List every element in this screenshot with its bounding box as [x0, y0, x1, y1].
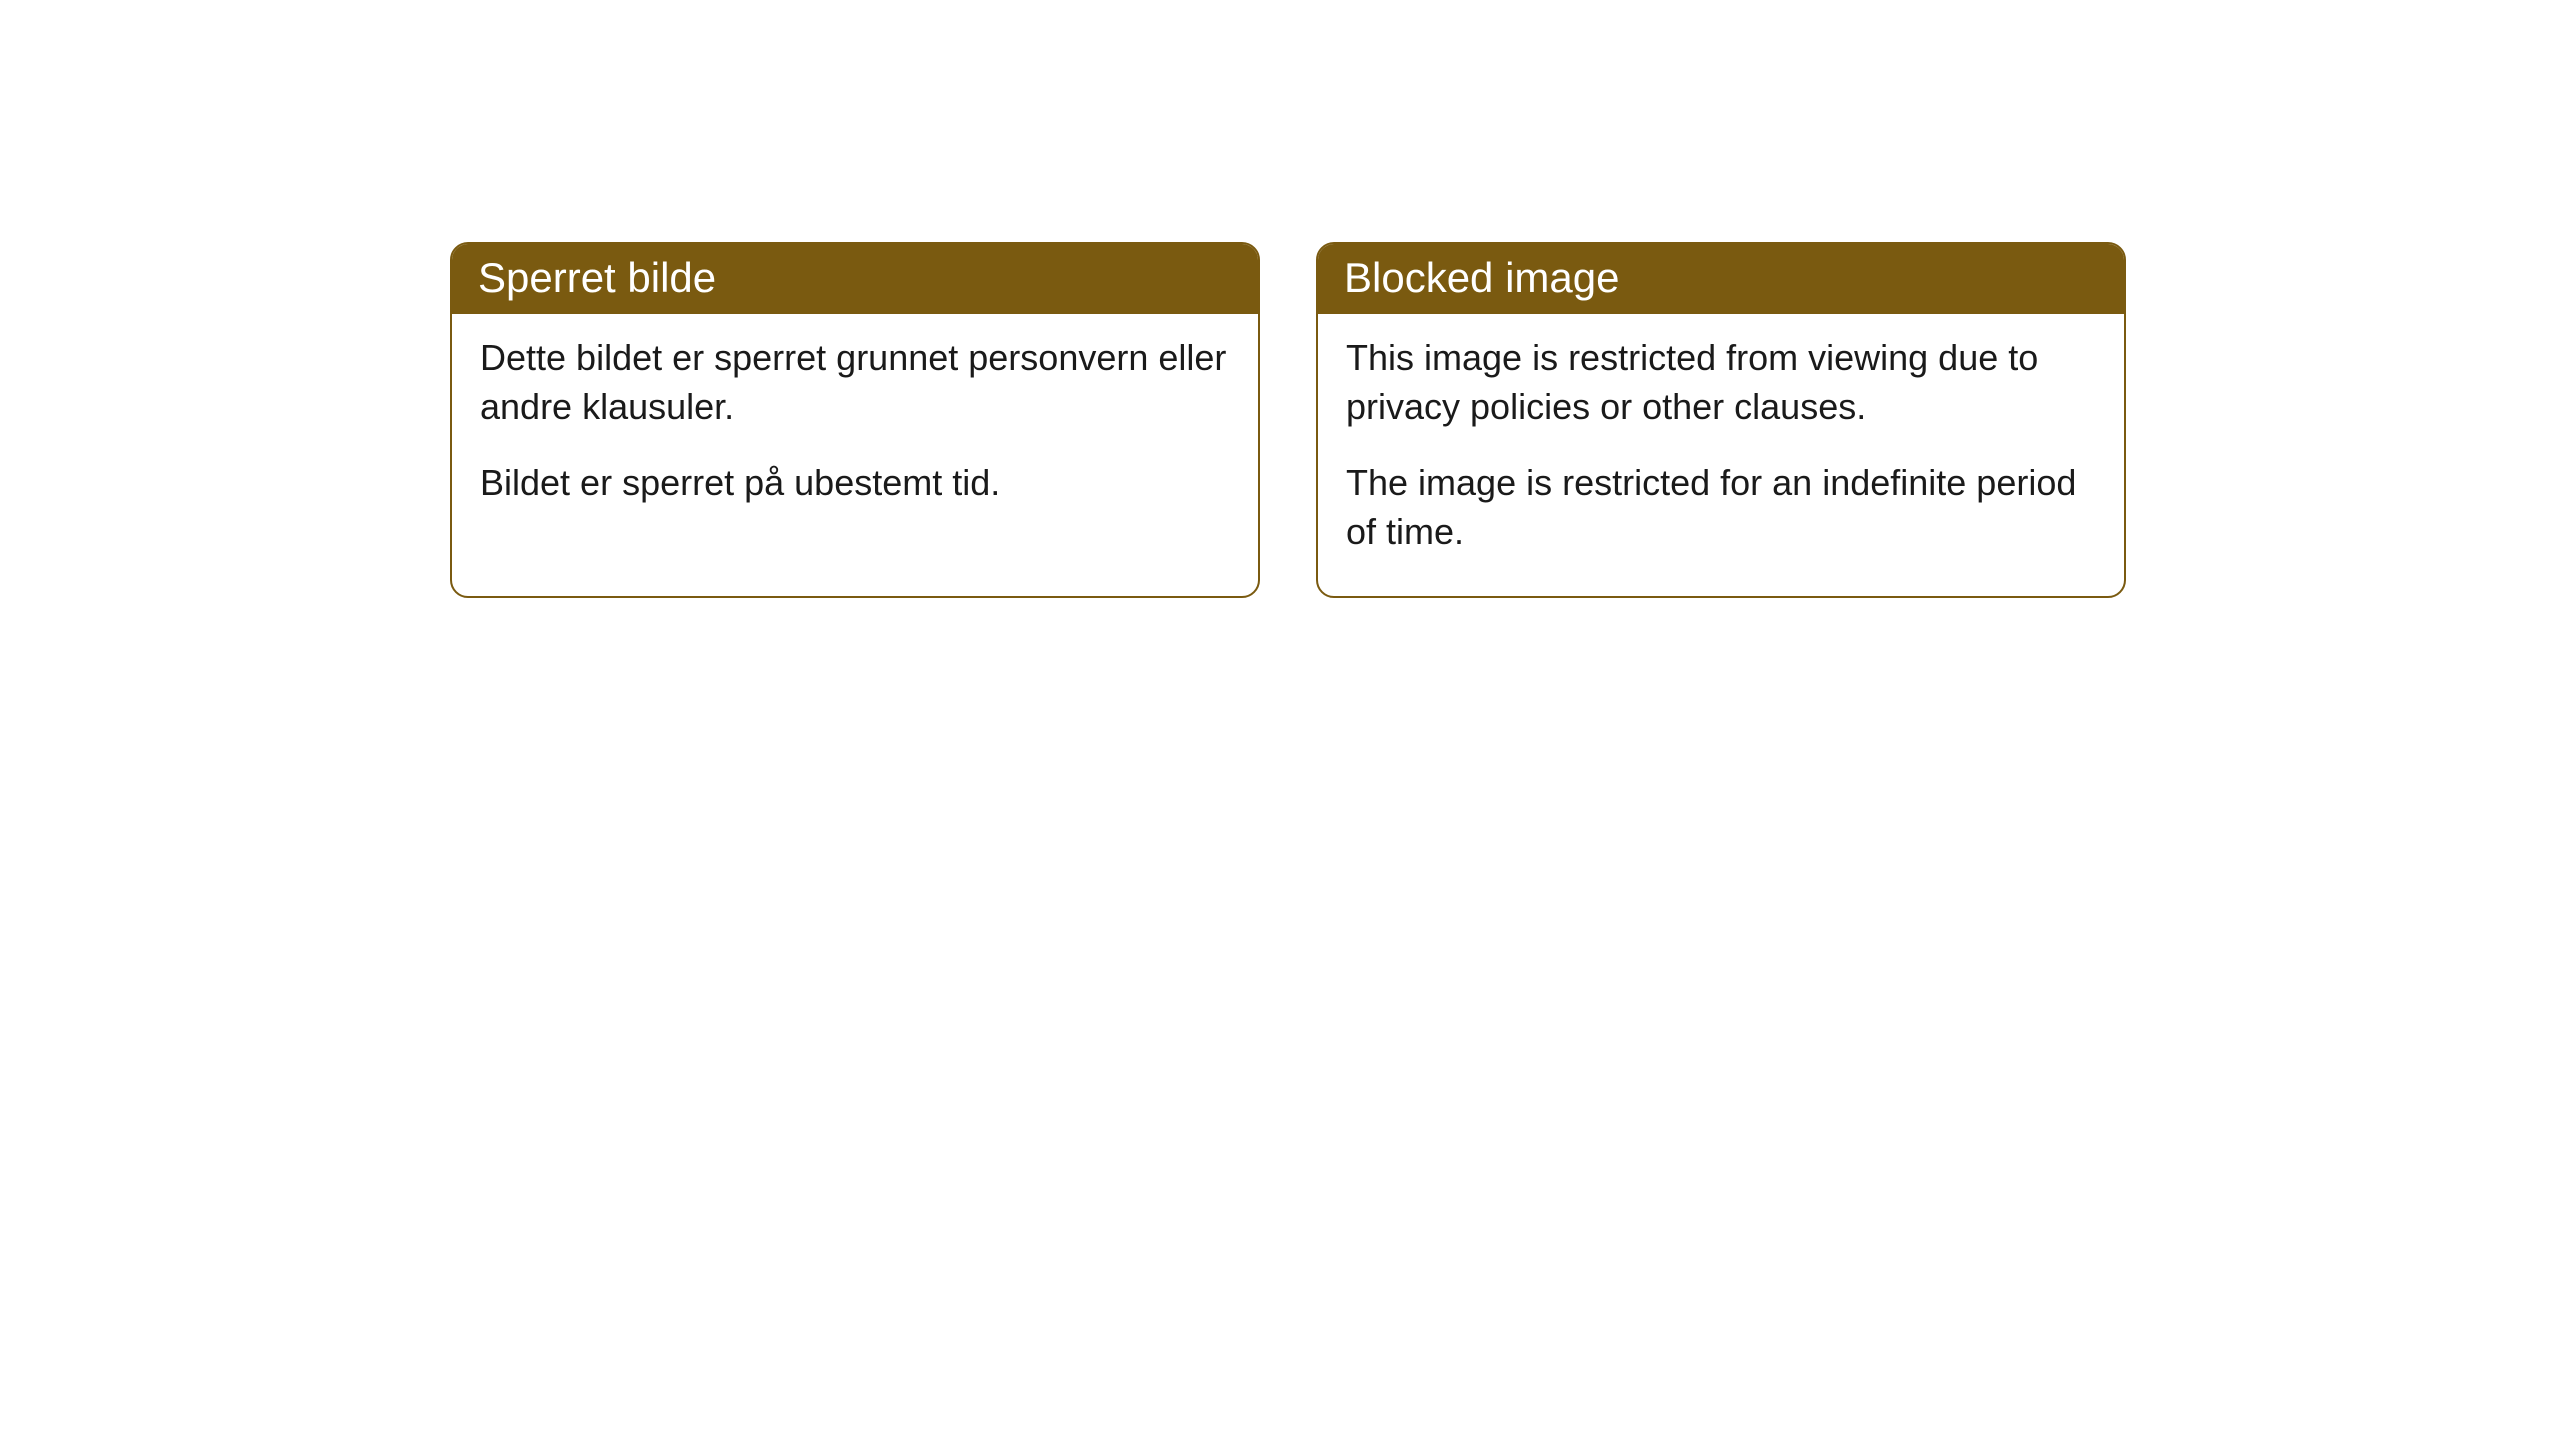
card-paragraph-2-no: Bildet er sperret på ubestemt tid. — [480, 459, 1230, 508]
blocked-image-card-en: Blocked image This image is restricted f… — [1316, 242, 2126, 598]
card-paragraph-2-en: The image is restricted for an indefinit… — [1346, 459, 2096, 556]
card-body-no: Dette bildet er sperret grunnet personve… — [452, 314, 1258, 548]
cards-container: Sperret bilde Dette bildet er sperret gr… — [450, 242, 2126, 598]
blocked-image-card-no: Sperret bilde Dette bildet er sperret gr… — [450, 242, 1260, 598]
card-paragraph-1-en: This image is restricted from viewing du… — [1346, 334, 2096, 431]
card-title-en: Blocked image — [1318, 244, 2124, 314]
card-paragraph-1-no: Dette bildet er sperret grunnet personve… — [480, 334, 1230, 431]
card-title-no: Sperret bilde — [452, 244, 1258, 314]
card-body-en: This image is restricted from viewing du… — [1318, 314, 2124, 596]
